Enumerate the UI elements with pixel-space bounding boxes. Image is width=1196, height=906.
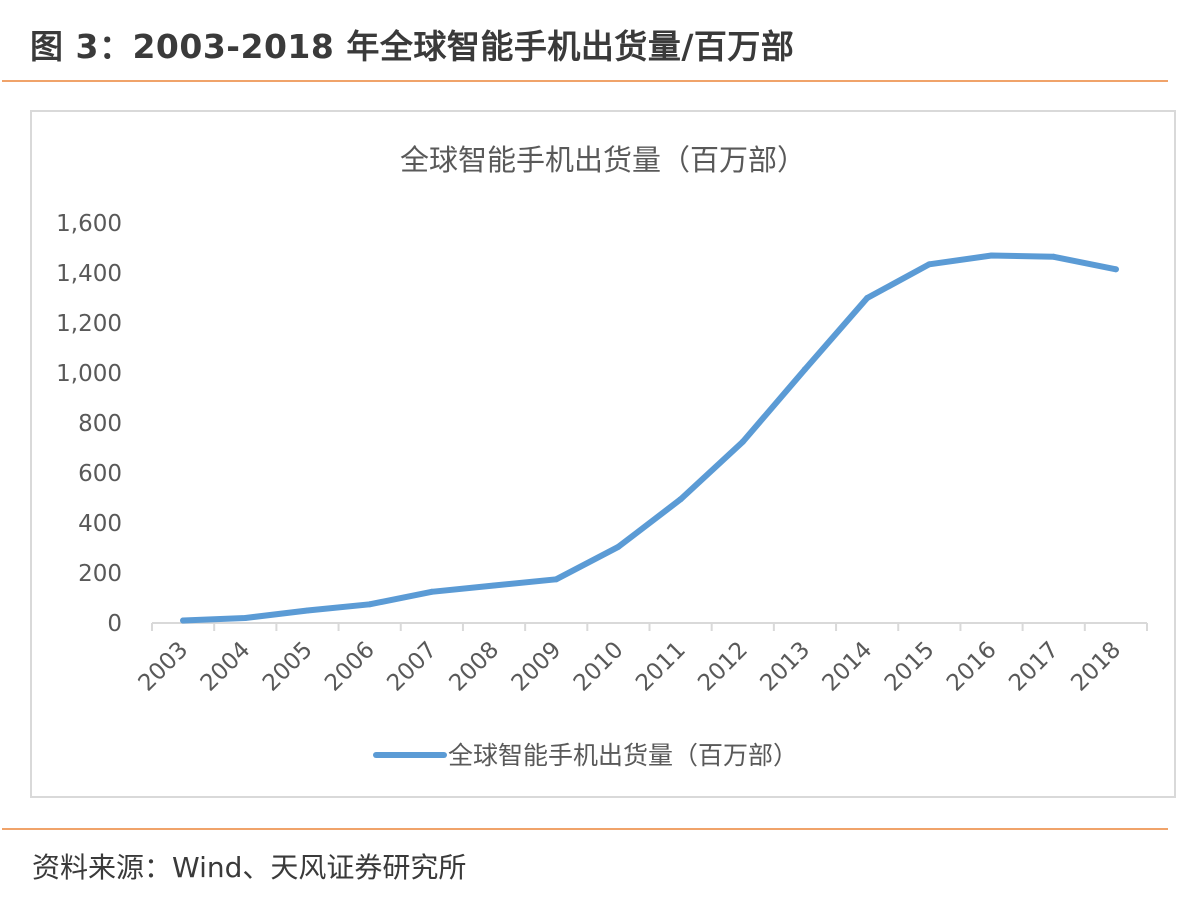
x-tick-label: 2005 [258, 637, 318, 697]
y-tick-label: 1,200 [56, 311, 122, 337]
data-point [926, 261, 933, 268]
x-tick-label: 2015 [880, 637, 940, 697]
data-point [739, 438, 746, 445]
y-tick-label: 200 [78, 561, 122, 587]
x-tick-label: 2011 [631, 637, 691, 697]
figure-title: 图 3：2003-2018 年全球智能手机出货量/百万部 [30, 27, 795, 66]
x-tick-label: 2016 [942, 637, 1002, 697]
y-tick-label: 0 [107, 611, 122, 637]
y-tick-label: 1,400 [56, 261, 122, 287]
data-point [677, 496, 684, 503]
y-tick-label: 400 [78, 511, 122, 537]
data-point [242, 615, 249, 621]
y-tick-label: 1,000 [56, 361, 122, 387]
x-tick-label: 2003 [134, 637, 194, 697]
x-tick-label: 2018 [1066, 637, 1126, 697]
x-tick-label: 2007 [382, 637, 442, 697]
data-point [1112, 266, 1119, 273]
y-axis-labels: 0 200 400 600 800 1,000 1,200 1,400 1,600 [56, 211, 122, 637]
x-tick-label: 2017 [1004, 637, 1064, 697]
x-tick-label: 2012 [693, 637, 753, 697]
legend-label: 全球智能手机出货量（百万部） [448, 741, 798, 770]
data-point [366, 601, 373, 608]
x-tick-label: 2004 [196, 637, 256, 697]
data-point [1050, 253, 1057, 260]
x-axis [151, 622, 1148, 631]
x-tick-label: 2013 [755, 637, 815, 697]
source-note: 资料来源：Wind、天风证券研究所 [32, 851, 467, 884]
data-point [801, 366, 808, 373]
x-tick-label: 2014 [818, 637, 878, 697]
data-point [864, 295, 871, 301]
chart-title: 全球智能手机出货量（百万部） [400, 143, 806, 177]
x-tick-label: 2006 [320, 637, 380, 697]
data-point [553, 576, 560, 583]
x-tick-label: 2010 [569, 637, 629, 697]
line-chart: 全球智能手机出货量（百万部） 0 200 400 600 800 1,000 1,200 1,… [56, 143, 1148, 770]
series-layer [180, 252, 1119, 624]
series-line [180, 252, 1119, 624]
chart-frame: 全球智能手机出货量（百万部） 0 200 400 600 800 1,000 1,200 1,… [30, 110, 1176, 798]
data-point [615, 543, 622, 550]
data-point [988, 252, 995, 259]
x-axis-labels: 2003 2004 2005 2006 2007 2008 2009 2010 2011 2012… [134, 637, 1127, 697]
data-point [180, 617, 187, 624]
legend: 全球智能手机出货量（百万部） [373, 741, 798, 770]
x-tick-label: 2008 [444, 637, 504, 697]
top-divider [2, 80, 1168, 82]
y-tick-label: 1,600 [56, 211, 122, 237]
data-point [491, 582, 498, 589]
y-tick-label: 800 [78, 411, 122, 437]
data-point [304, 607, 311, 614]
x-tick-label: 2009 [507, 637, 567, 697]
data-point [428, 588, 435, 595]
y-tick-label: 600 [78, 461, 122, 487]
bottom-divider [2, 828, 1168, 830]
